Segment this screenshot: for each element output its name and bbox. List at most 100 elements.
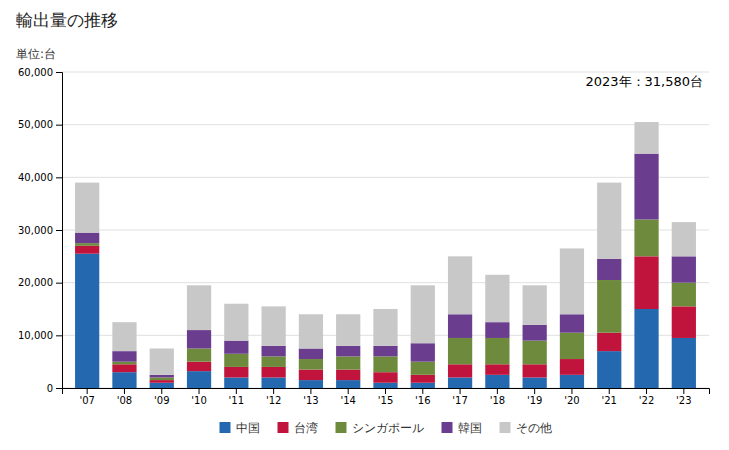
bar	[150, 380, 174, 383]
bar	[523, 341, 547, 365]
bar	[224, 304, 248, 341]
tick-mark	[199, 388, 200, 394]
bar	[75, 183, 99, 233]
legend-label: その他	[516, 421, 552, 435]
bars	[75, 122, 696, 388]
bar	[75, 243, 99, 246]
tick-mark	[56, 335, 62, 336]
tick: 0	[47, 383, 62, 394]
bar	[373, 383, 397, 388]
bar	[672, 222, 696, 256]
tick-label: 40,000	[18, 172, 53, 183]
legend: 中国台湾シンガポール韓国その他	[220, 421, 552, 435]
bar	[672, 306, 696, 338]
legend-item: その他	[500, 421, 552, 435]
grid-line	[62, 72, 709, 73]
bar	[634, 122, 658, 154]
bar	[336, 346, 360, 357]
bar	[299, 359, 323, 370]
bar	[485, 364, 509, 375]
legend-item: 中国	[220, 421, 260, 435]
tick-mark	[124, 388, 125, 394]
bar	[299, 370, 323, 381]
bar	[523, 364, 547, 377]
bar	[187, 330, 211, 348]
bar	[187, 349, 211, 362]
bar	[224, 367, 248, 378]
tick: '23	[676, 388, 691, 406]
tick: 50,000	[18, 119, 62, 130]
bar	[150, 377, 174, 380]
bar	[262, 306, 286, 346]
bar	[448, 364, 472, 377]
tick-mark	[236, 388, 237, 394]
bar	[485, 338, 509, 364]
tick-label: '22	[639, 395, 654, 406]
bar	[150, 383, 174, 388]
tick: 20,000	[18, 277, 62, 288]
bar	[224, 354, 248, 367]
tick-label: 0	[47, 383, 53, 394]
tick: 40,000	[18, 172, 62, 183]
tick: '12	[266, 388, 281, 406]
bar	[373, 356, 397, 372]
bar	[150, 349, 174, 375]
tick-mark	[56, 388, 62, 389]
bar	[523, 325, 547, 341]
bar	[411, 375, 435, 383]
bar	[262, 367, 286, 378]
y-axis: 010,00020,00030,00040,00050,00060,000	[18, 67, 63, 394]
chart: 輸出量の推移010,00020,00030,00040,00050,00060,…	[0, 0, 729, 450]
tick-mark	[497, 388, 498, 394]
bar	[597, 280, 621, 333]
tick-label: '15	[378, 395, 393, 406]
axis-line	[56, 73, 63, 389]
legend-swatch	[442, 422, 453, 433]
bar	[560, 248, 584, 314]
bar	[411, 383, 435, 388]
bar	[485, 375, 509, 388]
bar	[299, 380, 323, 388]
tick-label: '13	[303, 395, 318, 406]
legend-item: 韓国	[442, 421, 482, 435]
tick: 60,000	[18, 67, 62, 78]
series	[75, 122, 696, 375]
tick-label: '21	[602, 395, 617, 406]
bar	[336, 356, 360, 369]
tick-label: '11	[229, 395, 244, 406]
tick: '10	[191, 388, 206, 406]
bar	[373, 309, 397, 346]
bar	[187, 285, 211, 330]
legend-item: シンガポール	[336, 421, 424, 435]
legend-label: 韓国	[458, 421, 482, 435]
bar	[411, 343, 435, 361]
bar	[336, 370, 360, 381]
tick-label: '18	[490, 395, 505, 406]
bar	[187, 371, 211, 388]
tick: 10,000	[18, 330, 62, 341]
bar	[634, 219, 658, 256]
tick-mark	[56, 72, 62, 73]
tick-label: 10,000	[18, 330, 53, 341]
bar	[597, 183, 621, 259]
tick-mark	[273, 388, 274, 394]
legend-label: シンガポール	[352, 421, 424, 435]
legend-label: 中国	[236, 421, 260, 435]
bar	[634, 154, 658, 220]
bar	[224, 377, 248, 388]
tick-mark	[56, 230, 62, 231]
tick-mark	[87, 388, 88, 394]
bar	[299, 314, 323, 348]
title: 輸出量の推移	[16, 10, 118, 30]
legend-swatch	[500, 422, 511, 433]
bar	[672, 338, 696, 388]
bar	[560, 333, 584, 359]
tick-label: '08	[117, 395, 132, 406]
bar	[448, 314, 472, 338]
bar	[75, 246, 99, 254]
bar	[523, 285, 547, 325]
bar	[299, 349, 323, 360]
tick-mark	[348, 388, 349, 394]
bar	[112, 362, 136, 365]
tick-mark	[534, 388, 535, 394]
